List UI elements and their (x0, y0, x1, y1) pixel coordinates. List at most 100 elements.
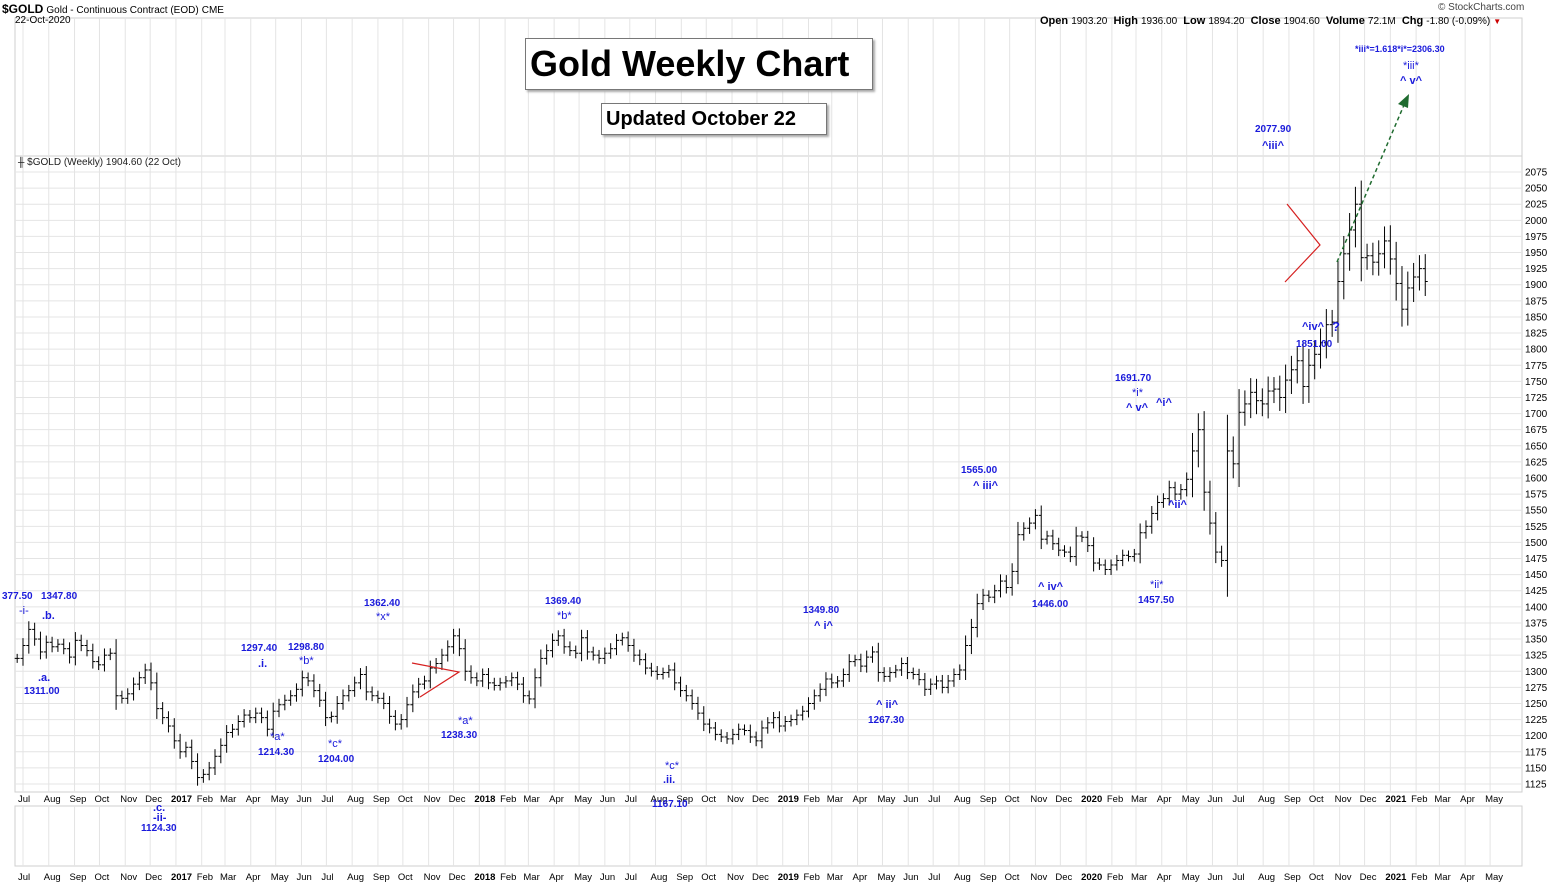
ohlc-bar (1009, 563, 1015, 596)
label-a3: 1311.00 (24, 686, 60, 697)
ohlc-bar (1166, 480, 1172, 506)
x-tick-label: 2021 (1385, 794, 1407, 805)
x-tick-label: Aug (44, 794, 61, 805)
x-tick-label: Mar (220, 794, 236, 805)
x-tick-label-lower: Oct (398, 872, 413, 883)
ohlc-bar (1131, 548, 1137, 562)
x-tick-label: Oct (398, 794, 413, 805)
x-tick-label-lower: Mar (220, 872, 236, 883)
x-tick-label: 2018 (474, 794, 495, 805)
ohlc-bar (125, 688, 131, 704)
label-a3w: .a. (38, 672, 50, 684)
chg-value: -1.80 (-0.09%) (1426, 16, 1491, 27)
ohlc-bar (288, 690, 294, 706)
x-tick-label-lower: Dec (145, 872, 162, 883)
x-tick-label: Feb (803, 794, 819, 805)
y-tick-label: 1225 (1525, 715, 1548, 726)
ohlc-bar (1126, 550, 1132, 562)
high-label: High (1113, 15, 1138, 27)
label-a7w: *b* (299, 655, 314, 667)
ohlc-bar (875, 642, 881, 682)
ohlc-bar (934, 675, 940, 690)
ohlc-bar (1230, 436, 1236, 479)
x-tick-label: Nov (727, 794, 744, 805)
wave-labels: 377.50 -i- 1347.80 .b. .a. 1311.00 .c. -… (2, 44, 1445, 834)
x-tick-label-lower: May (574, 872, 592, 883)
label-a21: 2077.90 (1255, 124, 1292, 135)
y-tick-label: 1425 (1525, 586, 1548, 597)
x-tick-label-lower: May (1182, 872, 1200, 883)
ohlc-bar (730, 728, 736, 745)
ohlc-bar (776, 711, 782, 733)
ohlc-bar (346, 684, 352, 702)
y-tick-label: 1600 (1525, 474, 1548, 485)
ohlc-bar (631, 638, 637, 662)
ohlc-bar (1347, 213, 1353, 271)
high-value: 1936.00 (1140, 16, 1178, 27)
x-tick-label: May (1485, 794, 1503, 805)
x-tick-label-lower: Jul (18, 872, 30, 883)
ohlc-bar (881, 667, 887, 682)
ohlc-bar (1277, 375, 1283, 411)
x-tick-label: Apr (1157, 794, 1172, 805)
ohlc-bar (55, 639, 61, 652)
label-a22q: ? (1332, 319, 1340, 334)
label-a4w2: -ii- (153, 812, 167, 824)
ohlc-bar (480, 668, 486, 687)
ohlc-bar (910, 667, 916, 680)
ohlc-bar (32, 622, 38, 646)
label-a7: 1298.80 (288, 642, 325, 653)
ohlc-bar (922, 672, 928, 696)
ohlc-bar (1085, 530, 1091, 553)
x-tick-label: May (271, 794, 289, 805)
ohlc-bar (1399, 266, 1405, 327)
ohlc-bar (416, 677, 422, 699)
label-a19w: *ii* (1150, 579, 1164, 591)
ohlc-bar (1300, 343, 1306, 404)
ohlc-bar (998, 574, 1004, 598)
ohlc-bar (515, 671, 521, 691)
y-axis: 1125 1150 1175 1200 1225 1250 1275 1300 1325 1350… (1525, 168, 1548, 791)
ohlc-bar (724, 732, 730, 744)
ohlc-bar (1288, 355, 1294, 394)
ohlc-bar (707, 718, 713, 734)
ohlc-bar (404, 696, 410, 728)
x-tick-label: Dec (752, 794, 769, 805)
label-a4w: .c. (153, 802, 165, 814)
x-tick-label: Feb (1107, 794, 1123, 805)
x-tick-label-lower: Jun (296, 872, 311, 883)
ohlc-bar (1096, 558, 1102, 570)
ohlc-bar (392, 710, 398, 731)
x-tick-label: Apr (246, 794, 261, 805)
ohlc-bar (200, 769, 206, 783)
x-tick-label-lower: Sep (980, 872, 997, 883)
label-a14: 1267.30 (868, 715, 905, 726)
ohlc-bar (439, 648, 445, 670)
y-tick-label: 1300 (1525, 667, 1548, 678)
ohlc-bar (1091, 537, 1097, 572)
ohlc-bar (544, 644, 550, 665)
x-tick-label: Oct (1005, 794, 1020, 805)
y-tick-label: 1800 (1525, 345, 1548, 356)
x-tick-label: Jun (903, 794, 918, 805)
ohlc-bar (1062, 545, 1068, 558)
label-a13: 1349.80 (803, 605, 840, 616)
ohlc-bar (1172, 481, 1178, 501)
lower-panel (14, 805, 1523, 867)
label-a1: 377.50 (2, 591, 33, 602)
ohlc-bar (840, 668, 846, 687)
ohlc-bar (794, 709, 800, 726)
ohlc-bar (427, 660, 433, 689)
label-a1w: -i- (19, 605, 29, 617)
ohlc-bar (14, 653, 20, 663)
x-tick-label-lower: Aug (651, 872, 668, 883)
x-tick-label: Jun (296, 794, 311, 805)
x-axis: Jul Aug Sep Oct Nov Dec 2017 Feb Mar Apr May Jun Jul… (18, 794, 1503, 805)
ohlc-bar (1265, 376, 1271, 419)
x-tick-label-lower: Dec (1055, 872, 1072, 883)
x-tick-label: Dec (449, 794, 466, 805)
ohlc-bar (939, 674, 945, 694)
ohlc-bar (195, 753, 201, 786)
ohlc-bar (509, 672, 515, 687)
header-left: $GOLD Gold - Continuous Contract (EOD) C… (2, 2, 224, 16)
